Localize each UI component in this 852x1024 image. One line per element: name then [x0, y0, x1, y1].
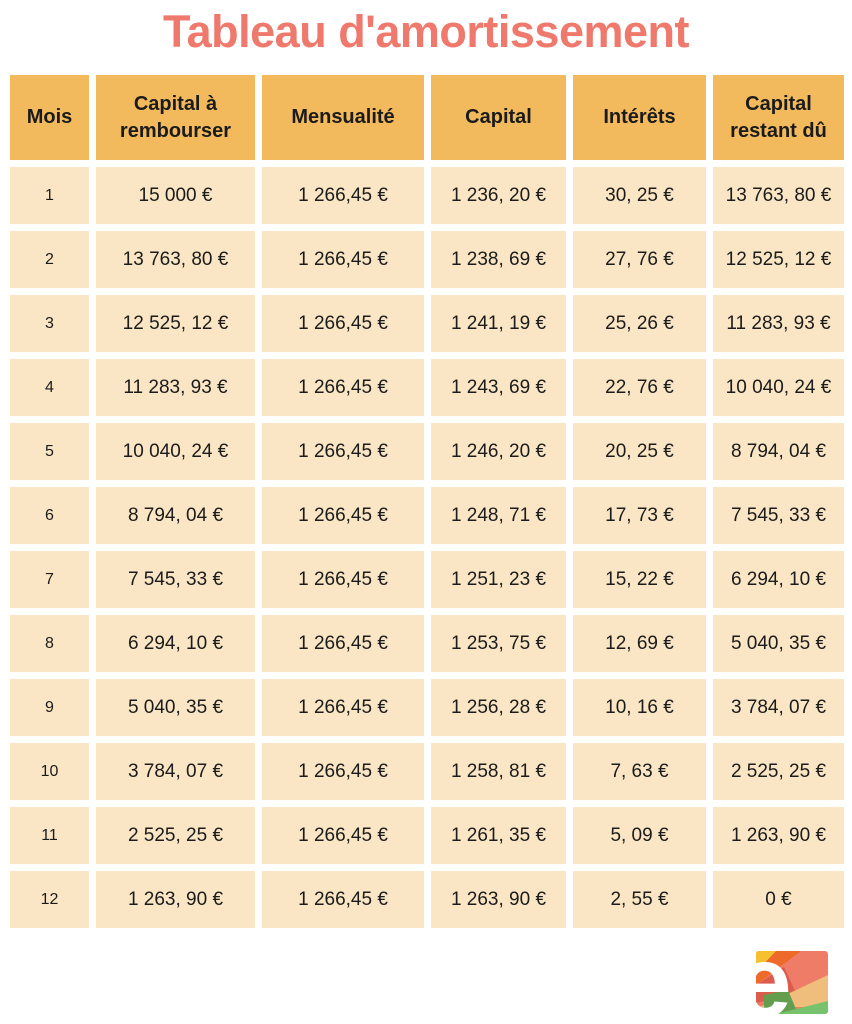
- value-cell: 10 040, 24 €: [96, 423, 255, 480]
- value-cell: 27, 76 €: [573, 231, 706, 288]
- value-cell: 1 266,45 €: [262, 167, 424, 224]
- value-cell: 6 294, 10 €: [713, 551, 844, 608]
- value-cell: 1 266,45 €: [262, 423, 424, 480]
- column-header: Capital à rembourser: [96, 75, 255, 160]
- value-cell: 1 256, 28 €: [431, 679, 566, 736]
- value-cell: 17, 73 €: [573, 487, 706, 544]
- month-cell: 6: [10, 487, 89, 544]
- value-cell: 1 266,45 €: [262, 615, 424, 672]
- value-cell: 1 266,45 €: [262, 359, 424, 416]
- month-cell: 4: [10, 359, 89, 416]
- value-cell: 8 794, 04 €: [713, 423, 844, 480]
- value-cell: 1 266,45 €: [262, 679, 424, 736]
- value-cell: 5 040, 35 €: [96, 679, 255, 736]
- column-header: Capital: [431, 75, 566, 160]
- value-cell: 5, 09 €: [573, 807, 706, 864]
- value-cell: 3 784, 07 €: [96, 743, 255, 800]
- month-cell: 12: [10, 871, 89, 928]
- month-cell: 8: [10, 615, 89, 672]
- value-cell: 1 263, 90 €: [96, 871, 255, 928]
- month-cell: 2: [10, 231, 89, 288]
- value-cell: 1 236, 20 €: [431, 167, 566, 224]
- value-cell: 11 283, 93 €: [713, 295, 844, 352]
- month-cell: 3: [10, 295, 89, 352]
- value-cell: 1 263, 90 €: [713, 807, 844, 864]
- page-title: Tableau d'amortissement: [162, 6, 690, 57]
- column-header: Mensualité: [262, 75, 424, 160]
- value-cell: 1 266,45 €: [262, 295, 424, 352]
- value-cell: 7, 63 €: [573, 743, 706, 800]
- value-cell: 30, 25 €: [573, 167, 706, 224]
- value-cell: 11 283, 93 €: [96, 359, 255, 416]
- value-cell: 15 000 €: [96, 167, 255, 224]
- value-cell: 25, 26 €: [573, 295, 706, 352]
- column-header: Intérêts: [573, 75, 706, 160]
- value-cell: 1 238, 69 €: [431, 231, 566, 288]
- value-cell: 1 246, 20 €: [431, 423, 566, 480]
- value-cell: 22, 76 €: [573, 359, 706, 416]
- value-cell: 1 241, 19 €: [431, 295, 566, 352]
- value-cell: 1 266,45 €: [262, 487, 424, 544]
- value-cell: 1 266,45 €: [262, 231, 424, 288]
- value-cell: 2 525, 25 €: [713, 743, 844, 800]
- month-cell: 11: [10, 807, 89, 864]
- value-cell: 15, 22 €: [573, 551, 706, 608]
- value-cell: 13 763, 80 €: [96, 231, 255, 288]
- value-cell: 7 545, 33 €: [713, 487, 844, 544]
- value-cell: 5 040, 35 €: [713, 615, 844, 672]
- value-cell: 2, 55 €: [573, 871, 706, 928]
- column-header: Mois: [10, 75, 89, 160]
- value-cell: 1 263, 90 €: [431, 871, 566, 928]
- value-cell: 1 266,45 €: [262, 807, 424, 864]
- value-cell: 1 253, 75 €: [431, 615, 566, 672]
- value-cell: 20, 25 €: [573, 423, 706, 480]
- month-cell: 7: [10, 551, 89, 608]
- value-cell: 1 258, 81 €: [431, 743, 566, 800]
- month-cell: 9: [10, 679, 89, 736]
- value-cell: 1 243, 69 €: [431, 359, 566, 416]
- logo-letter: e: [736, 926, 792, 1024]
- value-cell: 0 €: [713, 871, 844, 928]
- value-cell: 10, 16 €: [573, 679, 706, 736]
- month-cell: 5: [10, 423, 89, 480]
- value-cell: 1 266,45 €: [262, 551, 424, 608]
- logo: e: [734, 926, 846, 1024]
- value-cell: 12 525, 12 €: [713, 231, 844, 288]
- value-cell: 1 266,45 €: [262, 871, 424, 928]
- value-cell: 8 794, 04 €: [96, 487, 255, 544]
- value-cell: 3 784, 07 €: [713, 679, 844, 736]
- month-cell: 10: [10, 743, 89, 800]
- value-cell: 6 294, 10 €: [96, 615, 255, 672]
- value-cell: 1 248, 71 €: [431, 487, 566, 544]
- value-cell: 2 525, 25 €: [96, 807, 255, 864]
- value-cell: 1 266,45 €: [262, 743, 424, 800]
- column-header: Capital restant dû: [713, 75, 844, 160]
- logo-square: [756, 951, 828, 1014]
- value-cell: 1 251, 23 €: [431, 551, 566, 608]
- month-cell: 1: [10, 167, 89, 224]
- value-cell: 7 545, 33 €: [96, 551, 255, 608]
- value-cell: 1 261, 35 €: [431, 807, 566, 864]
- amortization-table: Mois Capital à rembourser Mensualité Capita…: [10, 75, 844, 928]
- value-cell: 12, 69 €: [573, 615, 706, 672]
- value-cell: 12 525, 12 €: [96, 295, 255, 352]
- value-cell: 13 763, 80 €: [713, 167, 844, 224]
- value-cell: 10 040, 24 €: [713, 359, 844, 416]
